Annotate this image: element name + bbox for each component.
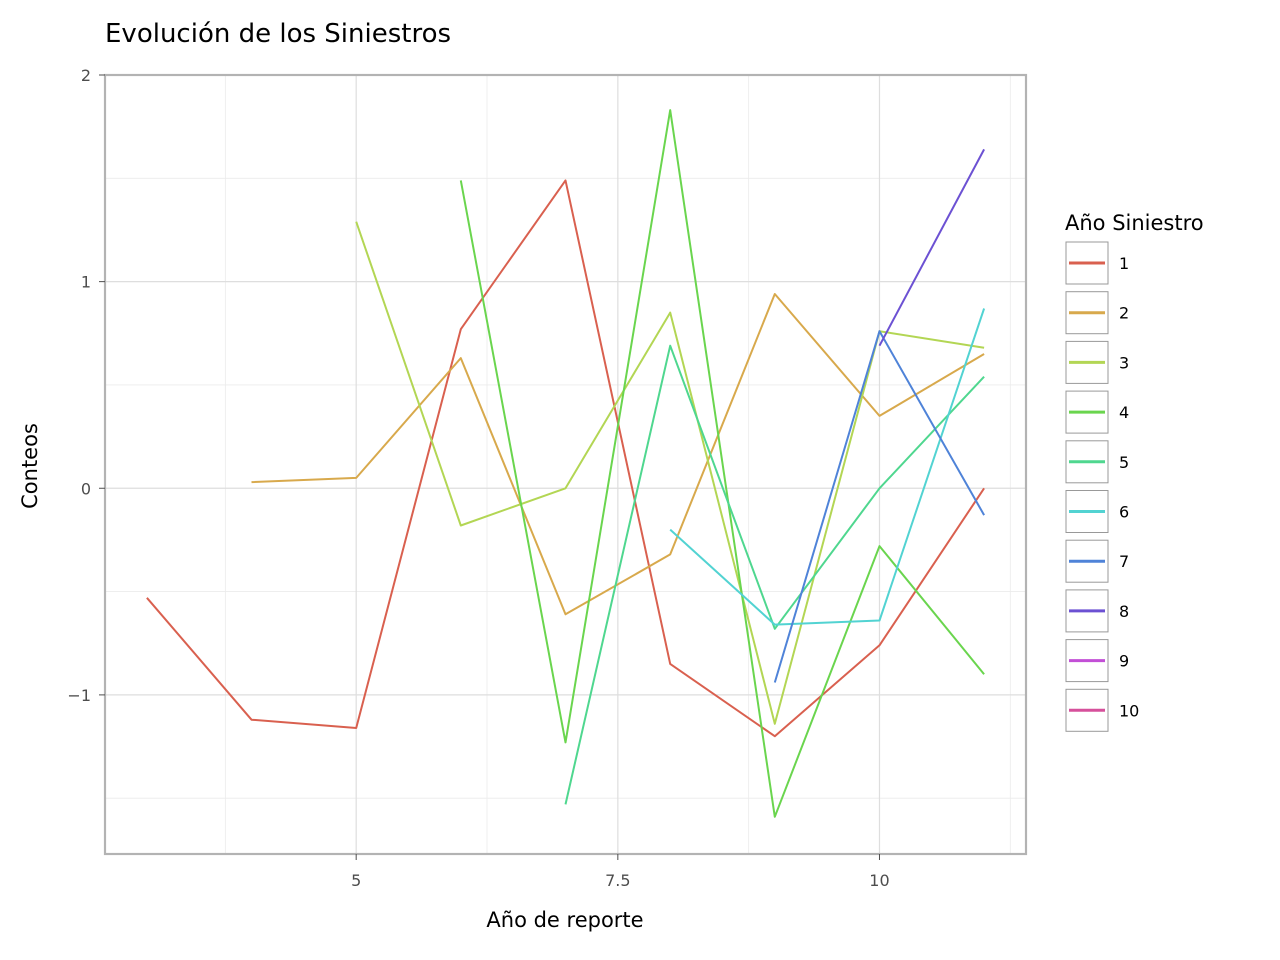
legend-label: 9 [1119, 652, 1129, 671]
legend: Año Siniestro 1 2 3 4 5 6 7 8 9 10 [1065, 211, 1204, 732]
legend-item-2: 2 [1065, 291, 1129, 335]
x-tick-label: 7.5 [605, 871, 630, 890]
legend-item-1: 1 [1065, 241, 1129, 285]
legend-title: Año Siniestro [1065, 211, 1204, 235]
legend-label: 4 [1119, 403, 1129, 422]
legend-item-4: 4 [1065, 390, 1129, 434]
legend-label: 2 [1119, 304, 1129, 323]
y-tick-label: 1 [81, 273, 91, 292]
y-tick-label: −1 [67, 686, 91, 705]
legend-item-9: 9 [1065, 639, 1129, 683]
legend-item-8: 8 [1065, 589, 1129, 633]
x-tick-label: 5 [351, 871, 361, 890]
legend-label: 6 [1119, 503, 1129, 522]
legend-item-10: 10 [1065, 688, 1139, 732]
x-axis-ticks: 5 7.5 10 [351, 854, 890, 890]
series-line-1 [146, 179, 985, 738]
y-axis-title: Conteos [18, 423, 42, 509]
x-tick-label: 10 [869, 871, 889, 890]
legend-label: 8 [1119, 602, 1129, 621]
plot-border [103, 73, 1028, 856]
series-line-5 [564, 344, 985, 805]
legend-item-3: 3 [1065, 340, 1129, 384]
series-lines [146, 109, 986, 818]
legend-items: 1 2 3 4 5 6 7 8 9 10 [1065, 241, 1139, 732]
legend-label: 3 [1119, 353, 1129, 372]
y-tick-label: 2 [81, 66, 91, 85]
x-axis-title: Año de reporte [486, 908, 643, 932]
minor-gridlines [105, 75, 1026, 854]
legend-item-6: 6 [1065, 490, 1129, 533]
legend-item-7: 7 [1065, 539, 1129, 583]
y-axis-ticks: −1 0 1 2 [67, 66, 105, 705]
legend-label: 5 [1119, 453, 1129, 472]
legend-item-5: 5 [1065, 440, 1129, 484]
legend-label: 1 [1119, 254, 1129, 273]
series-line-8 [878, 148, 985, 347]
legend-label: 10 [1119, 701, 1139, 720]
series-line-6 [669, 308, 986, 626]
y-tick-label: 0 [81, 479, 91, 498]
chart-title: Evolución de los Siniestros [105, 19, 451, 49]
legend-label: 7 [1119, 552, 1129, 571]
plot-background [105, 75, 1026, 854]
series-line-7 [773, 330, 985, 683]
